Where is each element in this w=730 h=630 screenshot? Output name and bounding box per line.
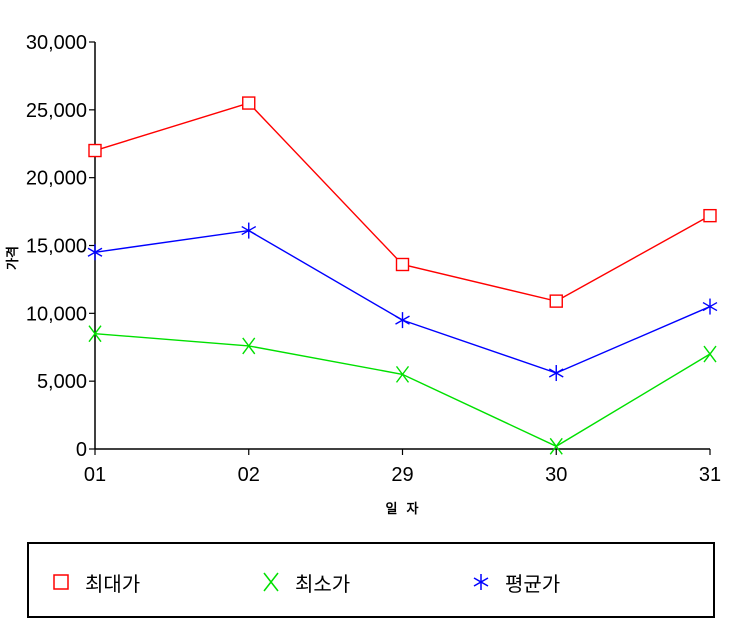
y-axis-title: 가격 — [6, 246, 21, 270]
axes — [94, 42, 710, 450]
series-line — [94, 102, 711, 302]
x-tick-label: 01 — [84, 464, 106, 486]
legend-item-avg: 평균가 — [471, 568, 560, 596]
x-axis-ticks: 01 02 29 30 31 — [84, 449, 721, 486]
x-marker-icon — [263, 572, 279, 592]
data-point-square — [703, 208, 717, 223]
series-x — [88, 325, 717, 455]
series-asterisk — [87, 222, 718, 382]
data-point-x — [88, 325, 102, 343]
data-point-square — [395, 257, 410, 272]
data-point-x — [549, 437, 563, 455]
data-point-x — [395, 365, 410, 383]
x-axis-title: 일 자 — [386, 502, 419, 517]
series-group — [87, 96, 718, 455]
legend-label-min: 최소가 — [295, 571, 351, 596]
x-tick-label: 29 — [391, 464, 413, 486]
y-tick-label: 0 — [76, 439, 87, 461]
data-point-asterisk — [87, 244, 103, 261]
data-point-asterisk — [241, 222, 257, 239]
legend-label-max: 최대가 — [85, 571, 141, 596]
data-point-square — [88, 143, 102, 158]
y-tick-label: 15,000 — [26, 236, 87, 258]
y-tick-label: 30,000 — [26, 32, 87, 54]
legend-item-max: 최대가 — [51, 568, 140, 596]
legend: 최대가 최소가 평균가 — [27, 542, 715, 618]
y-axis-ticks: 0 5,000 10,000 15,000 20,000 25,000 30,000 — [26, 32, 95, 461]
data-point-square — [549, 294, 563, 308]
y-tick-label: 20,000 — [26, 168, 87, 190]
y-tick-label: 5,000 — [37, 371, 87, 393]
data-point-x — [242, 337, 256, 355]
data-point-square — [242, 96, 256, 110]
x-tick-label: 31 — [699, 464, 721, 486]
data-point-x — [703, 345, 717, 363]
x-tick-label: 30 — [545, 464, 567, 486]
data-point-asterisk — [395, 312, 410, 329]
data-point-asterisk — [702, 298, 718, 315]
legend-label-avg: 평균가 — [505, 571, 561, 596]
data-point-asterisk — [548, 365, 564, 382]
asterisk-marker-icon — [473, 574, 489, 590]
legend-item-min: 최소가 — [261, 568, 350, 596]
series-square — [88, 96, 717, 308]
series-line — [94, 332, 711, 448]
x-tick-label: 02 — [238, 464, 260, 486]
series-line — [94, 229, 711, 374]
y-tick-label: 10,000 — [26, 303, 87, 325]
y-tick-label: 25,000 — [26, 100, 87, 122]
square-marker-icon — [53, 574, 69, 590]
